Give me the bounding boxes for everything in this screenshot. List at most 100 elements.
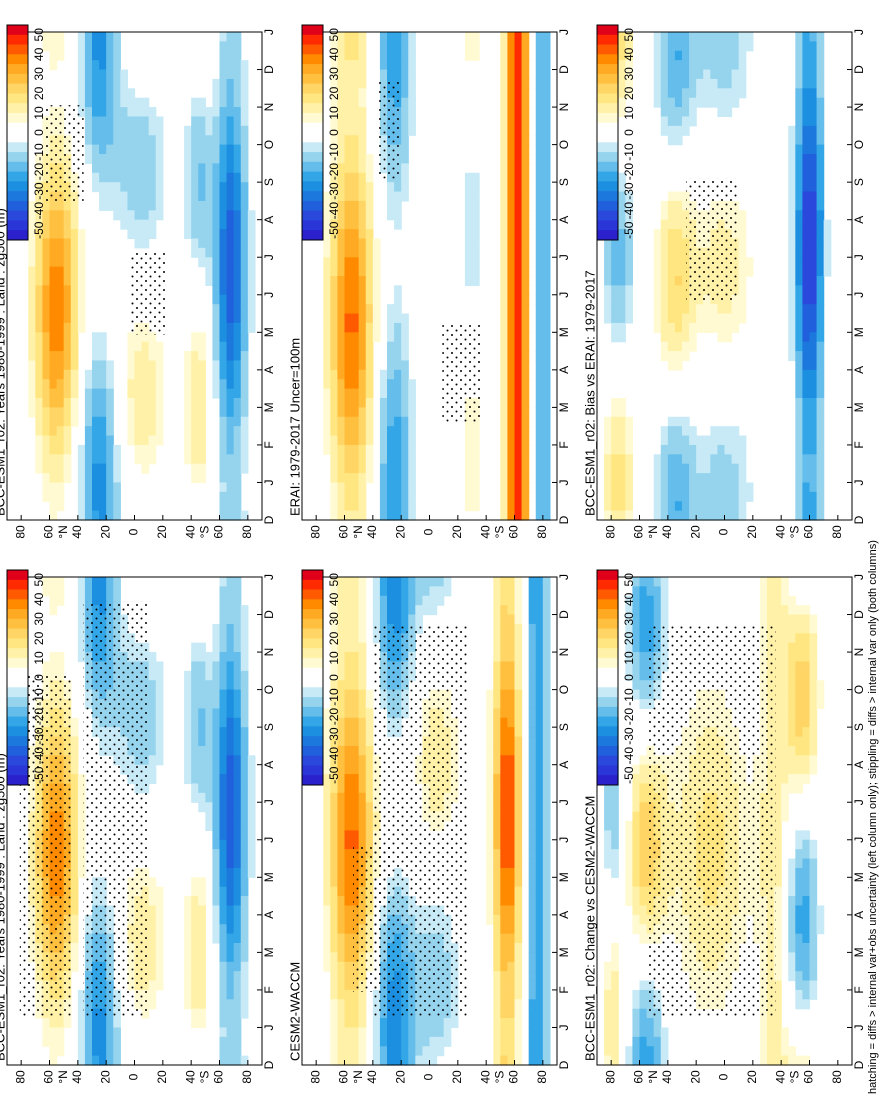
heat-cell xyxy=(233,69,242,80)
heat-cell xyxy=(141,341,150,352)
heat-cell xyxy=(148,200,157,211)
y-tick-label: 60 xyxy=(802,525,816,539)
heat-cell xyxy=(486,708,494,719)
heat-cell xyxy=(35,200,44,211)
heat-cell xyxy=(521,444,530,455)
heat-cell xyxy=(542,416,551,427)
heat-cell xyxy=(344,661,353,672)
heat-cell xyxy=(42,341,51,352)
heat-cell xyxy=(521,322,530,333)
heat-cell xyxy=(84,369,93,380)
stippling xyxy=(129,251,166,335)
heat-cell xyxy=(408,510,416,521)
heat-cell xyxy=(344,717,353,728)
heat-cell xyxy=(667,210,676,221)
heat-cell xyxy=(233,172,242,183)
heat-cell xyxy=(542,379,551,390)
heat-cell xyxy=(337,792,346,803)
heat-cell xyxy=(191,435,199,446)
heat-cell xyxy=(795,341,804,352)
heat-cell xyxy=(233,699,242,709)
heat-cell xyxy=(809,360,818,371)
heat-cell xyxy=(408,32,416,42)
heat-cell xyxy=(535,172,544,183)
x-tick-label: J xyxy=(262,29,276,35)
heat-cell xyxy=(134,125,143,136)
heat-cell xyxy=(148,989,157,1000)
heat-cell xyxy=(408,407,416,418)
heat-cell xyxy=(191,933,199,944)
heat-cell xyxy=(731,304,740,315)
heat-cell xyxy=(514,407,523,418)
heat-cell xyxy=(56,435,65,446)
heat-cell xyxy=(337,294,346,305)
heat-cell xyxy=(134,388,143,399)
heat-cell xyxy=(514,473,523,484)
heat-cell xyxy=(500,717,509,728)
heat-cell xyxy=(198,699,206,709)
heat-cell xyxy=(330,661,339,672)
heat-cell xyxy=(689,32,697,42)
heat-cell xyxy=(809,332,818,343)
heat-cell xyxy=(738,32,747,42)
heat-cell xyxy=(233,933,242,944)
heat-cell xyxy=(514,736,523,747)
heat-cell xyxy=(219,989,228,1000)
x-tick-label: J xyxy=(262,574,276,580)
heat-cell xyxy=(500,41,509,52)
heat-cell xyxy=(738,510,747,521)
heat-cell xyxy=(738,238,747,249)
heat-cell xyxy=(358,454,367,465)
x-tick-label: D xyxy=(557,515,571,524)
heat-cell xyxy=(330,116,339,127)
heat-cell xyxy=(226,1008,235,1019)
heat-cell xyxy=(358,821,367,831)
heat-cell xyxy=(358,435,367,446)
heat-cell xyxy=(219,623,228,634)
heat-cell xyxy=(141,172,150,183)
heat-cell xyxy=(535,473,544,484)
heat-cell xyxy=(113,210,121,221)
heat-cell xyxy=(28,322,36,333)
y-tick-label: 60 xyxy=(212,1070,226,1084)
heat-cell xyxy=(337,60,346,71)
heat-cell xyxy=(92,577,100,587)
heat-cell xyxy=(507,379,516,390)
heat-cell xyxy=(219,294,228,305)
heat-cell xyxy=(99,78,107,89)
heat-cell xyxy=(667,107,676,118)
heat-cell xyxy=(472,501,480,512)
heat-cell xyxy=(337,219,346,230)
heat-cell xyxy=(56,341,65,352)
heat-cell xyxy=(344,1008,353,1019)
heat-cell xyxy=(344,163,353,174)
heat-cell xyxy=(226,88,235,99)
heat-cell xyxy=(816,135,825,146)
heat-cell xyxy=(99,60,107,71)
heat-cell xyxy=(500,97,509,108)
heat-cell xyxy=(344,595,353,606)
heat-cell xyxy=(500,680,509,691)
heat-cell xyxy=(795,266,804,277)
heat-cell xyxy=(500,961,509,972)
heat-cell xyxy=(514,229,523,240)
heat-cell xyxy=(809,313,818,324)
heat-cell xyxy=(738,88,747,99)
heat-cell xyxy=(500,914,509,925)
heat-cell xyxy=(92,41,100,52)
heat-cell xyxy=(219,88,228,99)
heat-cell xyxy=(240,257,249,268)
heat-cell xyxy=(816,501,825,512)
heat-cell xyxy=(514,943,523,953)
heat-cell xyxy=(219,999,228,1010)
heat-cell xyxy=(330,989,339,1000)
heat-cell xyxy=(134,210,143,221)
heat-cell xyxy=(724,473,733,484)
heat-cell xyxy=(809,144,818,155)
heat-cell xyxy=(184,210,192,221)
heat-cell xyxy=(667,229,676,240)
heat-cell xyxy=(429,1046,438,1057)
heat-cell xyxy=(358,1055,367,1066)
heat-cell xyxy=(344,463,353,474)
heat-cell xyxy=(42,266,51,277)
